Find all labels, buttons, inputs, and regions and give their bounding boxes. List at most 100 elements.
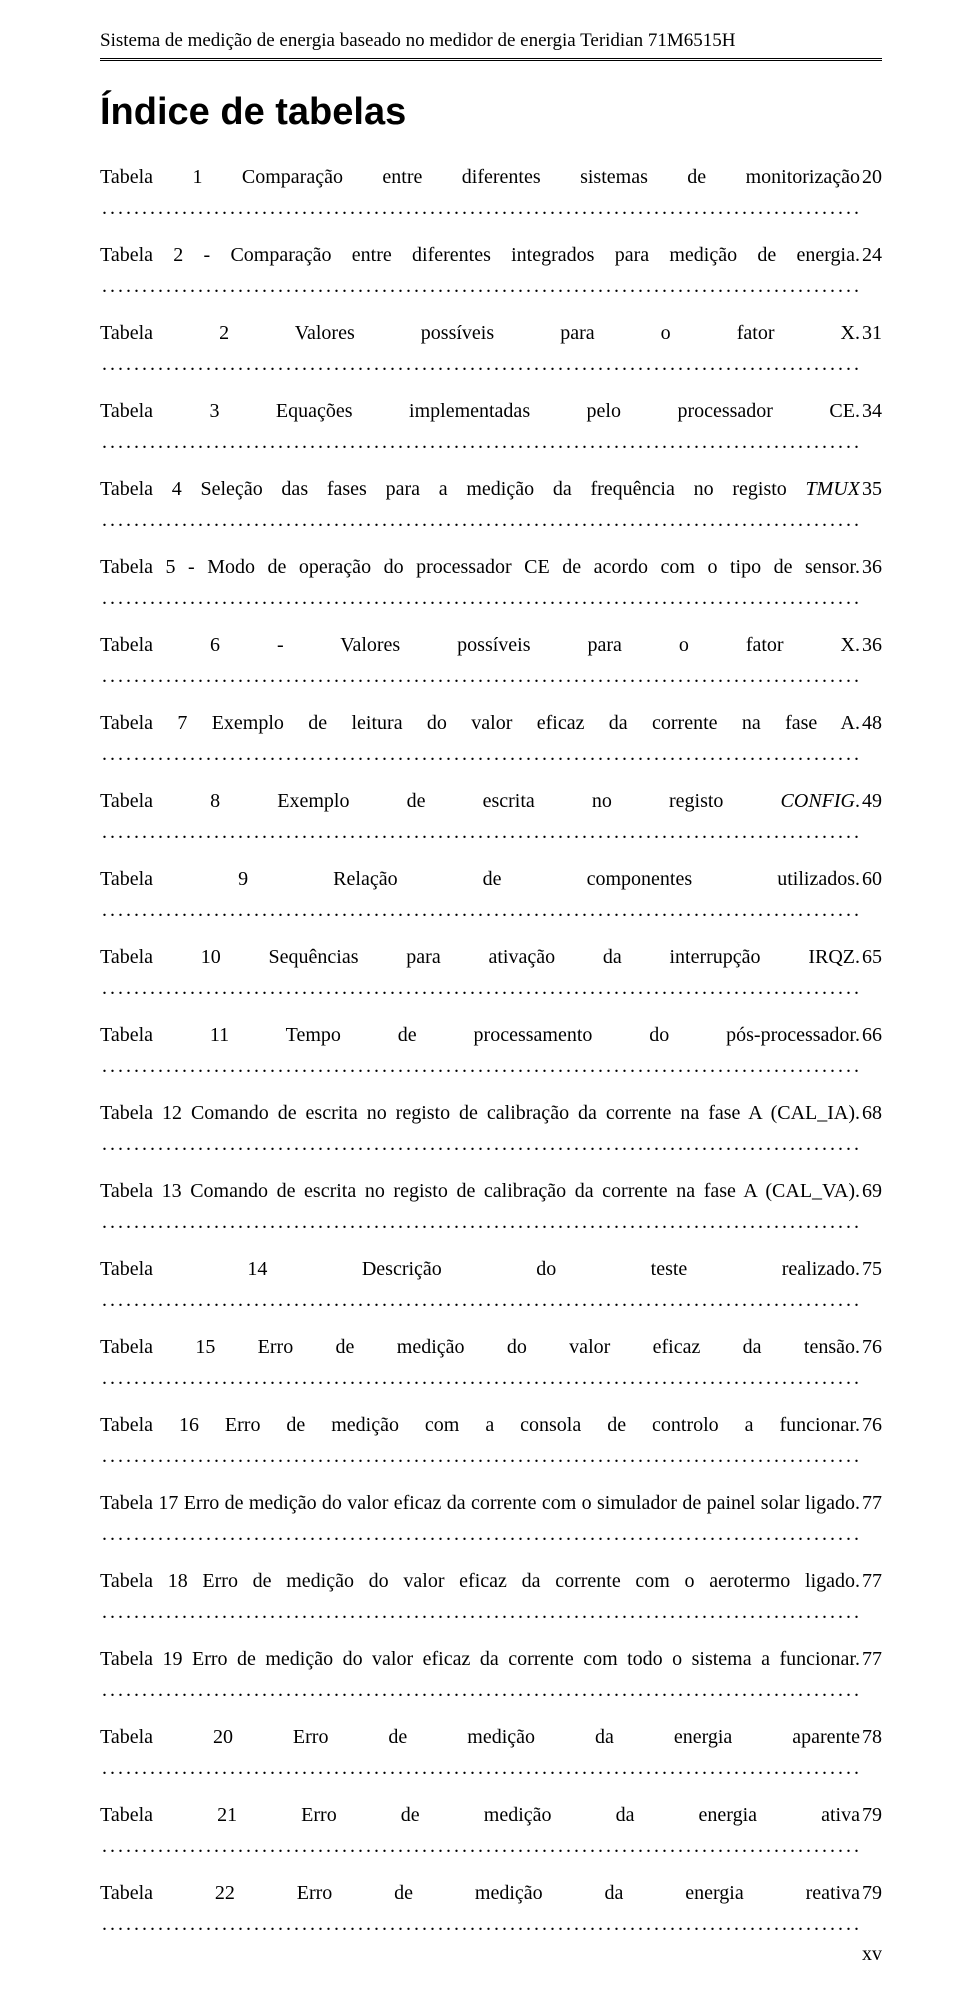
toc-leader: Tabela 22 Erro de medição da energia rea…: [100, 1878, 860, 1950]
toc-entry-text: 31Tabela 2 Valores possíveis para o fato…: [100, 318, 882, 390]
toc-entry-label: Tabela 1 Comparação entre diferentes sis…: [100, 166, 860, 188]
toc-dots: ........................................…: [102, 1753, 860, 1784]
toc-dots: ........................................…: [102, 895, 860, 926]
page: Sistema de medição de energia baseado no…: [0, 0, 960, 1996]
toc-leader: Tabela 15 Erro de medição do valor efica…: [100, 1332, 860, 1404]
toc-dots: ........................................…: [102, 193, 860, 224]
toc-entry-text: 66Tabela 11 Tempo de processamento do pó…: [100, 1020, 882, 1092]
toc-entry-text: 35Tabela 4 Seleção das fases para a medi…: [100, 474, 882, 546]
toc-entry-text: 36Tabela 6 - Valores possíveis para o fa…: [100, 630, 882, 702]
toc-entry-text: 77Tabela 17 Erro de medição do valor efi…: [100, 1488, 882, 1560]
toc-entry-label: Tabela 22 Erro de medição da energia rea…: [100, 1882, 860, 1904]
toc-entry-label: Tabela 8 Exemplo de escrita no registo C…: [100, 790, 860, 812]
toc-leader: Tabela 16 Erro de medição com a consola …: [100, 1410, 860, 1482]
toc-dots: ........................................…: [102, 349, 860, 380]
toc-leader: Tabela 19 Erro de medição do valor efica…: [100, 1644, 860, 1716]
toc-leader: Tabela 11 Tempo de processamento do pós-…: [100, 1020, 860, 1092]
toc-entry-label: Tabela 19 Erro de medição do valor efica…: [100, 1648, 860, 1670]
toc-entry-page: 68: [860, 1098, 882, 1129]
toc-entry: 36Tabela 5 - Modo de operação do process…: [100, 552, 882, 624]
toc-entry-page: 20: [860, 162, 882, 193]
toc-entry-page: 60: [860, 864, 882, 895]
toc-entry: 79Tabela 22 Erro de medição da energia r…: [100, 1878, 882, 1950]
toc-dots: ........................................…: [102, 1207, 860, 1238]
toc-entry-text: 20Tabela 1 Comparação entre diferentes s…: [100, 162, 882, 234]
toc-leader: Tabela 9 Relação de componentes utilizad…: [100, 864, 860, 936]
toc-leader: Tabela 3 Equações implementadas pelo pro…: [100, 396, 860, 468]
toc-leader: Tabela 14 Descrição do teste realizado. …: [100, 1254, 860, 1326]
toc-leader: Tabela 1 Comparação entre diferentes sis…: [100, 162, 860, 234]
toc-dots: ........................................…: [102, 1051, 860, 1082]
toc-entry-label: Tabela 14 Descrição do teste realizado.: [100, 1258, 860, 1280]
toc-entry-label: Tabela 20 Erro de medição da energia apa…: [100, 1726, 860, 1748]
toc-leader: Tabela 18 Erro de medição do valor efica…: [100, 1566, 860, 1638]
toc-dots: ........................................…: [102, 427, 860, 458]
toc-leader: Tabela 12 Comando de escrita no registo …: [100, 1098, 860, 1170]
toc-entry-label: Tabela 13 Comando de escrita no registo …: [100, 1180, 860, 1202]
toc-entry-page: 78: [860, 1722, 882, 1753]
toc-entry: 48Tabela 7 Exemplo de leitura do valor e…: [100, 708, 882, 780]
toc-leader: Tabela 21 Erro de medição da energia ati…: [100, 1800, 860, 1872]
toc-leader: Tabela 10 Sequências para ativação da in…: [100, 942, 860, 1014]
toc-leader: Tabela 17 Erro de medição do valor efica…: [100, 1488, 860, 1560]
toc-entry-text: 79Tabela 22 Erro de medição da energia r…: [100, 1878, 882, 1950]
toc-entry: 31Tabela 2 Valores possíveis para o fato…: [100, 318, 882, 390]
toc-dots: ........................................…: [102, 1441, 860, 1472]
toc-entry: 60Tabela 9 Relação de componentes utiliz…: [100, 864, 882, 936]
toc-entry-text: 36Tabela 5 - Modo de operação do process…: [100, 552, 882, 624]
toc-entry: 78Tabela 20 Erro de medição da energia a…: [100, 1722, 882, 1794]
toc-entry: 69Tabela 13 Comando de escrita no regist…: [100, 1176, 882, 1248]
toc-leader: Tabela 7 Exemplo de leitura do valor efi…: [100, 708, 860, 780]
toc-entry-page: 65: [860, 942, 882, 973]
toc-entry-text: 34Tabela 3 Equações implementadas pelo p…: [100, 396, 882, 468]
toc-entry-text: 77Tabela 19 Erro de medição do valor efi…: [100, 1644, 882, 1716]
page-number: xv: [862, 1943, 882, 1966]
toc-dots: ........................................…: [102, 1363, 860, 1394]
toc-leader: Tabela 6 - Valores possíveis para o fato…: [100, 630, 860, 702]
toc-entry: 49Tabela 8 Exemplo de escrita no registo…: [100, 786, 882, 858]
toc-entry-page: 48: [860, 708, 882, 739]
toc-dots: ........................................…: [102, 271, 860, 302]
toc-entry-label: Tabela 4 Seleção das fases para a mediçã…: [100, 478, 860, 500]
toc-entry-label: Tabela 18 Erro de medição do valor efica…: [100, 1570, 860, 1592]
toc-entry-page: 77: [860, 1488, 882, 1519]
toc-entry-text: 60Tabela 9 Relação de componentes utiliz…: [100, 864, 882, 936]
toc-entry-page: 34: [860, 396, 882, 427]
toc-entry-page: 75: [860, 1254, 882, 1285]
toc-entry-label: Tabela 2 Valores possíveis para o fator …: [100, 322, 860, 344]
toc-entry-text: 79Tabela 21 Erro de medição da energia a…: [100, 1800, 882, 1872]
toc-entry-text: 68Tabela 12 Comando de escrita no regist…: [100, 1098, 882, 1170]
toc-dots: ........................................…: [102, 973, 860, 1004]
toc-entry-text: 77Tabela 18 Erro de medição do valor efi…: [100, 1566, 882, 1638]
toc-entry-label: Tabela 9 Relação de componentes utilizad…: [100, 868, 860, 890]
toc-entry: 77Tabela 17 Erro de medição do valor efi…: [100, 1488, 882, 1560]
toc-leader: Tabela 2 Valores possíveis para o fator …: [100, 318, 860, 390]
toc-entry-text: 65Tabela 10 Sequências para ativação da …: [100, 942, 882, 1014]
toc-entry: 76Tabela 16 Erro de medição com a consol…: [100, 1410, 882, 1482]
toc-dots: ........................................…: [102, 817, 860, 848]
toc-entry-page: 76: [860, 1410, 882, 1441]
page-title: Índice de tabelas: [100, 91, 882, 134]
toc-entry: 20Tabela 1 Comparação entre diferentes s…: [100, 162, 882, 234]
toc-entry: 79Tabela 21 Erro de medição da energia a…: [100, 1800, 882, 1872]
toc-dots: ........................................…: [102, 1285, 860, 1316]
toc-entry-label: Tabela 17 Erro de medição do valor efica…: [100, 1492, 860, 1514]
toc-entry-page: 24: [860, 240, 882, 271]
toc-entry: 77Tabela 19 Erro de medição do valor efi…: [100, 1644, 882, 1716]
toc-entry: 68Tabela 12 Comando de escrita no regist…: [100, 1098, 882, 1170]
toc-entry-page: 79: [860, 1878, 882, 1909]
toc-entry-text: 24Tabela 2 - Comparação entre diferentes…: [100, 240, 882, 312]
toc-entry-text: 49Tabela 8 Exemplo de escrita no registo…: [100, 786, 882, 858]
toc-leader: Tabela 2 - Comparação entre diferentes i…: [100, 240, 860, 312]
toc-entry: 75Tabela 14 Descrição do teste realizado…: [100, 1254, 882, 1326]
toc-leader: Tabela 13 Comando de escrita no registo …: [100, 1176, 860, 1248]
toc-leader: Tabela 5 - Modo de operação do processad…: [100, 552, 860, 624]
toc-dots: ........................................…: [102, 1129, 860, 1160]
toc-dots: ........................................…: [102, 583, 860, 614]
toc-dots: ........................................…: [102, 739, 860, 770]
toc-entry: 65Tabela 10 Sequências para ativação da …: [100, 942, 882, 1014]
toc-entry-text: 48Tabela 7 Exemplo de leitura do valor e…: [100, 708, 882, 780]
toc-entry-page: 76: [860, 1332, 882, 1363]
toc-entry: 76Tabela 15 Erro de medição do valor efi…: [100, 1332, 882, 1404]
toc-entry: 24Tabela 2 - Comparação entre diferentes…: [100, 240, 882, 312]
